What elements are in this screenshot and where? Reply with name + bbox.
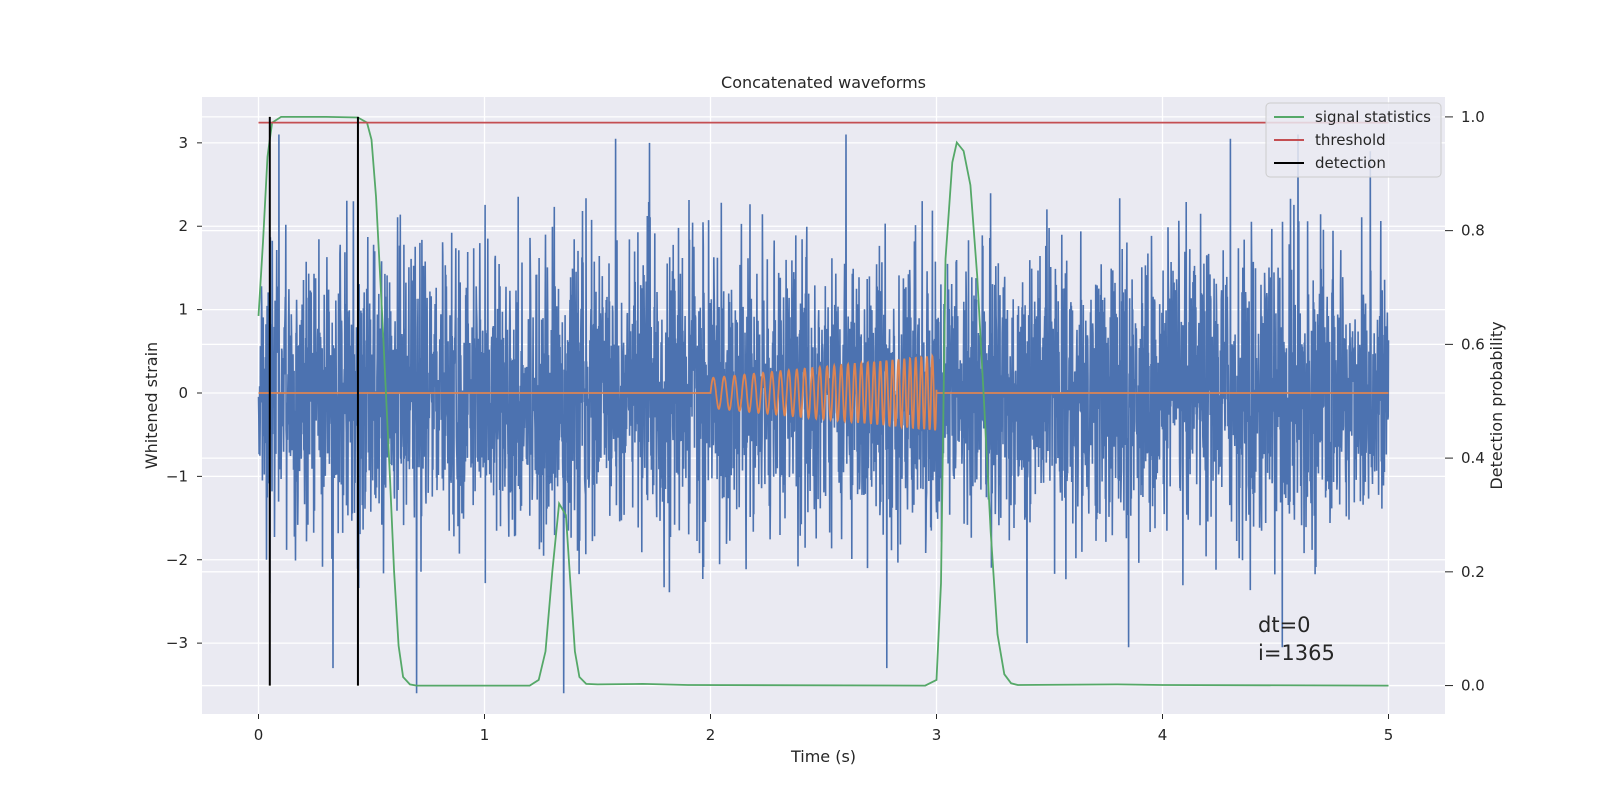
legend-label: threshold xyxy=(1315,131,1386,149)
chart-title: Concatenated waveforms xyxy=(721,73,926,92)
x-tick-label: 2 xyxy=(706,726,716,744)
y-axis-title: Whitened strain xyxy=(142,342,161,469)
x-tick-label: 0 xyxy=(254,726,264,744)
series-line-signal-statistics xyxy=(257,116,1389,687)
legend: signal statistics threshold detection xyxy=(1265,102,1442,178)
legend-label: detection xyxy=(1315,154,1386,172)
y2-axis-title: Detection probability xyxy=(1487,321,1506,489)
y-tick-label: −1 xyxy=(166,467,188,485)
x-tick-label: 1 xyxy=(480,726,490,744)
x-tick-label: 4 xyxy=(1158,726,1168,744)
x-tick-label: 5 xyxy=(1384,726,1394,744)
series-line-injected-waveform xyxy=(258,352,1389,431)
y-tick-label: 2 xyxy=(178,217,188,235)
legend-label: signal statistics xyxy=(1315,108,1431,126)
series-layer xyxy=(257,116,1390,694)
y2-tick-label: 1.0 xyxy=(1461,108,1485,126)
y-tick-label: 3 xyxy=(178,134,188,152)
y-tick-label: 1 xyxy=(178,301,188,319)
series-line-whitened-strain-noise xyxy=(257,134,1390,694)
ticks-layer: 0 1 2 3 4 5 −3 −2 −1 0 1 2 3 0.0 0.2 0.4 0.6 0.8 1.0 xyxy=(166,108,1485,744)
y2-tick-label: 0.6 xyxy=(1461,335,1485,353)
y2-tick-label: 0.8 xyxy=(1461,222,1485,240)
x-tick-label: 3 xyxy=(932,726,942,744)
x-axis-title: Time (s) xyxy=(790,747,856,766)
y-tick-label: −3 xyxy=(166,634,188,652)
annotation-dt: dt=0 xyxy=(1258,613,1311,637)
y2-tick-label: 0.4 xyxy=(1461,449,1485,467)
legend-frame xyxy=(1265,102,1442,178)
annotation-index: i=1365 xyxy=(1258,641,1335,665)
y2-tick-label: 0.2 xyxy=(1461,563,1485,581)
y2-tick-label: 0.0 xyxy=(1461,677,1485,695)
y-tick-label: −2 xyxy=(166,551,188,569)
y-tick-label: 0 xyxy=(178,384,188,402)
